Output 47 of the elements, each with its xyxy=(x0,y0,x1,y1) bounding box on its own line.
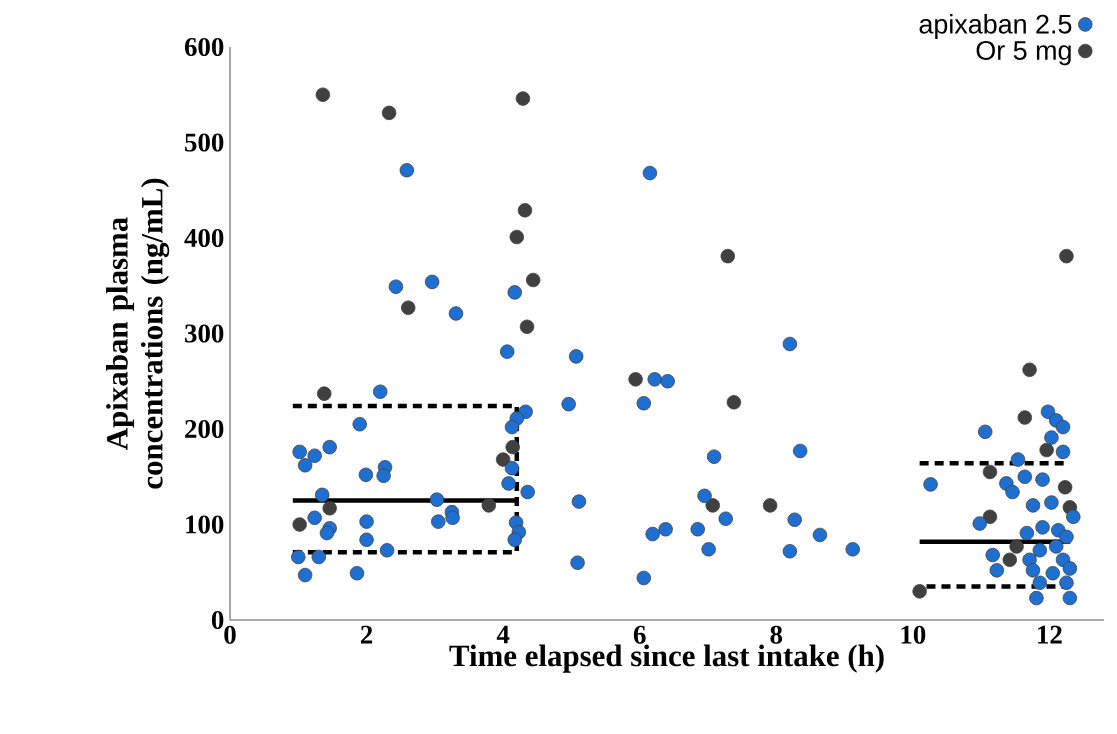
y-tick-label: 100 xyxy=(186,515,224,534)
point xyxy=(762,498,778,513)
y-tick-label: 400 xyxy=(184,228,224,248)
point xyxy=(1039,442,1054,458)
point xyxy=(505,439,520,455)
point xyxy=(509,229,524,245)
legend-label: Or 5 mg xyxy=(976,40,1071,66)
y-tick-label: 500 xyxy=(185,133,224,152)
x-tick-label: 4 xyxy=(496,625,510,644)
point xyxy=(517,203,533,218)
x-tick-label: 6 xyxy=(633,625,646,644)
point xyxy=(525,272,541,288)
x-tick-label: 8 xyxy=(770,625,783,644)
point xyxy=(401,300,416,315)
y-tick-label: 600 xyxy=(184,37,224,57)
point xyxy=(705,498,720,513)
point xyxy=(381,105,397,121)
point xyxy=(1017,410,1032,425)
x-axis-title: Time elapsed since last intake (h) xyxy=(449,644,884,673)
legend-label: apixaban 2.5 xyxy=(919,13,1072,39)
y-axis-title: Apixaban plasma concentrations (ng/mL) xyxy=(106,178,170,489)
point xyxy=(315,87,331,102)
point xyxy=(720,248,735,264)
point xyxy=(292,517,307,532)
point xyxy=(519,319,535,334)
x-tick-label: 10 xyxy=(901,625,926,644)
y-tick-label: 0 xyxy=(211,610,224,630)
y-tick-label: 200 xyxy=(185,419,224,439)
point xyxy=(1022,362,1037,377)
point xyxy=(495,452,511,467)
point xyxy=(322,501,337,516)
point xyxy=(628,372,643,387)
point xyxy=(982,509,998,525)
y-tick-label: 300 xyxy=(185,324,224,343)
x-tick-label: 12 xyxy=(1038,625,1062,644)
x-tick-label: 0 xyxy=(224,625,236,644)
point xyxy=(912,584,927,599)
point xyxy=(726,395,742,410)
point xyxy=(1009,539,1024,554)
point xyxy=(982,464,998,480)
x-tick-label: 2 xyxy=(360,625,373,644)
point xyxy=(1057,480,1073,495)
point xyxy=(515,91,531,106)
point xyxy=(317,386,332,401)
point xyxy=(481,498,496,513)
point xyxy=(1002,552,1017,568)
point xyxy=(1059,248,1074,264)
